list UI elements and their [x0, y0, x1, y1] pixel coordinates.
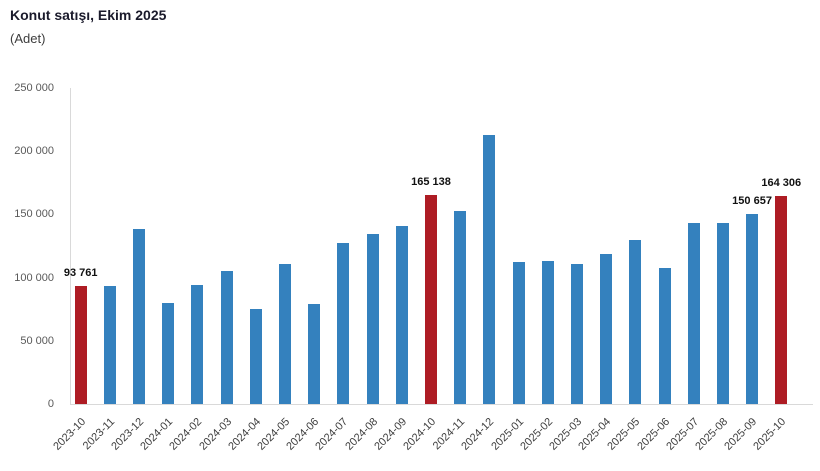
bar-2024-05 — [279, 264, 292, 404]
bar-2025-09 — [746, 213, 759, 404]
bar-value-label-2025-09: 150 657 — [732, 194, 772, 207]
bar-2024-02 — [191, 285, 204, 404]
y-tick-label-150000: 150 000 — [14, 208, 54, 221]
chart-title: Konut satışı, Ekim 2025 — [10, 7, 167, 23]
bar-2025-08 — [716, 222, 729, 404]
bar-2024-12 — [483, 135, 496, 404]
y-tick-label-100000: 100 000 — [14, 271, 54, 284]
y-axis: 0 50 000 100 000 150 000 200 000 250 000 — [0, 82, 62, 410]
bar-value-label-2024-10: 165 138 — [411, 176, 451, 189]
y-tick-label-50000: 50 000 — [20, 334, 54, 347]
bar-2025-03 — [570, 264, 583, 404]
bar-2025-01 — [512, 262, 525, 404]
bar-2024-07 — [337, 243, 350, 404]
bar-2023-12 — [133, 228, 146, 404]
bar-2025-10 — [775, 196, 788, 404]
x-axis: 2023-10 2023-11 2023-12 2024-01 2024-02 2024-… — [51, 404, 812, 471]
bar-2025-04 — [600, 254, 613, 404]
bar-value-label-2025-10: 164 306 — [761, 177, 802, 190]
bar-2024-09 — [395, 225, 408, 404]
bar-2024-04 — [249, 308, 262, 404]
bar-value-label-2023-10: 93 761 — [63, 266, 98, 279]
plot-area: 93 761 165 138 150 657 164 306 — [64, 88, 813, 405]
chart-subtitle: (Adet) — [10, 31, 46, 46]
y-tick-label-250000: 250 000 — [14, 82, 54, 94]
bar-2023-10 — [74, 285, 87, 404]
bar-2024-03 — [220, 270, 233, 404]
bar-2025-05 — [629, 239, 642, 404]
bar-2023-11 — [103, 286, 116, 404]
bar-2024-10 — [424, 195, 437, 404]
bar-2024-06 — [308, 303, 321, 404]
bar-2025-07 — [687, 223, 700, 404]
y-tick-label-200000: 200 000 — [14, 145, 54, 158]
bar-2024-01 — [162, 302, 175, 404]
bar-2024-11 — [454, 210, 467, 404]
bar-2025-06 — [658, 267, 671, 404]
y-tick-label-0: 0 — [47, 398, 54, 410]
bar-2025-02 — [541, 261, 554, 404]
bar-2024-08 — [366, 234, 379, 404]
